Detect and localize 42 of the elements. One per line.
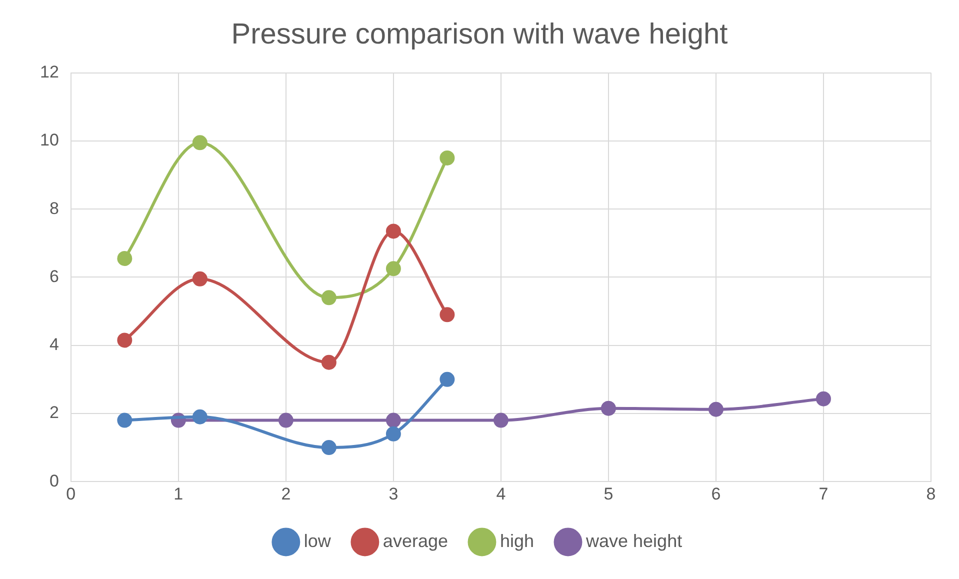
y-tick-label: 6 bbox=[49, 266, 59, 286]
point bbox=[192, 135, 208, 150]
point bbox=[321, 290, 336, 306]
y-tick-label: 2 bbox=[49, 403, 59, 422]
x-tick-label: 3 bbox=[388, 484, 398, 504]
point bbox=[816, 391, 831, 406]
point bbox=[440, 150, 455, 166]
point bbox=[117, 332, 132, 348]
point bbox=[321, 440, 336, 456]
point bbox=[600, 400, 616, 416]
x-tick-label: 5 bbox=[604, 484, 614, 504]
point bbox=[321, 354, 336, 370]
x-tick-label: 0 bbox=[66, 484, 76, 504]
point bbox=[386, 412, 401, 428]
x-tick-label: 1 bbox=[174, 484, 184, 504]
point bbox=[386, 426, 401, 442]
x-tick-label: 7 bbox=[818, 484, 828, 504]
point bbox=[117, 250, 132, 266]
point bbox=[708, 402, 724, 417]
point bbox=[386, 261, 401, 276]
point bbox=[278, 412, 294, 428]
point bbox=[117, 412, 132, 428]
y-tick-label: 10 bbox=[40, 130, 59, 150]
legend-label: average bbox=[382, 530, 448, 551]
y-tick-label: 0 bbox=[49, 471, 59, 490]
point bbox=[493, 412, 508, 428]
y-tick-label: 4 bbox=[49, 335, 59, 354]
y-tick-label: 8 bbox=[49, 198, 59, 218]
point bbox=[192, 271, 208, 286]
x-tick-label: 4 bbox=[496, 484, 506, 504]
y-tick-label: 12 bbox=[40, 62, 59, 82]
point bbox=[440, 307, 455, 322]
x-tick-label: 2 bbox=[281, 484, 291, 504]
point bbox=[440, 372, 455, 387]
point bbox=[386, 224, 401, 239]
legend-label: low bbox=[304, 530, 332, 551]
x-tick-label: 8 bbox=[926, 484, 936, 504]
x-tick-label: 6 bbox=[711, 484, 721, 504]
legend-label: high bbox=[500, 530, 534, 551]
point bbox=[192, 409, 208, 424]
chart-title: Pressure comparison with wave height bbox=[231, 18, 728, 50]
legend-label: wave height bbox=[585, 530, 682, 551]
